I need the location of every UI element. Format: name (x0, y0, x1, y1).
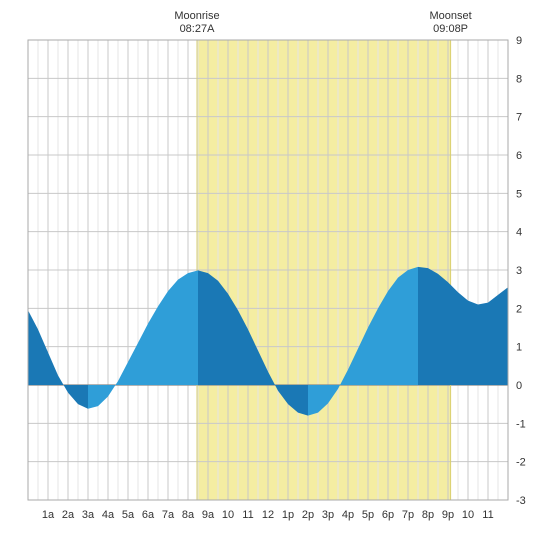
moonset-label: Moonset 09:08P (421, 10, 481, 36)
y-tick-label: 2 (516, 303, 522, 315)
x-tick-label: 3p (322, 509, 334, 521)
y-tick-label: 5 (516, 188, 522, 200)
y-tick-label: -3 (516, 495, 526, 507)
x-tick-label: 4p (342, 509, 354, 521)
moonrise-title: Moonrise (167, 10, 227, 23)
top-labels: Moonrise 08:27A Moonset 09:08P (10, 10, 540, 38)
x-tick-label: 6p (382, 509, 394, 521)
x-tick-label: 9a (202, 509, 215, 521)
x-tick-label: 11 (242, 509, 253, 521)
moonset-time: 09:08P (421, 23, 481, 36)
y-tick-label: 8 (516, 73, 522, 85)
x-tick-label: 5a (122, 509, 135, 521)
x-tick-label: 6a (142, 509, 155, 521)
x-tick-label: 10 (222, 509, 234, 521)
x-tick-label: 7p (402, 509, 414, 521)
moonrise-time: 08:27A (167, 23, 227, 36)
y-tick-label: 7 (516, 112, 522, 124)
x-tick-label: 8p (422, 509, 434, 521)
x-tick-label: 1a (42, 509, 55, 521)
tide-chart: Moonrise 08:27A Moonset 09:08P -3-2-1012… (10, 10, 540, 540)
y-tick-label: -1 (516, 418, 526, 430)
x-tick-label: 1p (282, 509, 294, 521)
x-tick-label: 9p (442, 509, 454, 521)
x-tick-label: 8a (182, 509, 195, 521)
x-tick-label: 12 (262, 509, 274, 521)
x-tick-label: 11 (482, 509, 493, 521)
moonrise-label: Moonrise 08:27A (167, 10, 227, 36)
y-tick-label: 1 (516, 342, 522, 354)
moonset-title: Moonset (421, 10, 481, 23)
x-tick-label: 10 (462, 509, 474, 521)
y-tick-label: 4 (516, 227, 522, 239)
y-tick-label: -2 (516, 457, 526, 469)
x-tick-label: 3a (82, 509, 95, 521)
y-tick-label: 6 (516, 150, 522, 162)
x-tick-label: 2p (302, 509, 314, 521)
y-tick-label: 3 (516, 265, 522, 277)
x-tick-label: 7a (162, 509, 175, 521)
x-tick-label: 5p (362, 509, 374, 521)
chart-svg: -3-2-101234567891a2a3a4a5a6a7a8a9a101112… (10, 10, 540, 540)
x-tick-label: 4a (102, 509, 115, 521)
y-tick-label: 0 (516, 380, 522, 392)
x-tick-label: 2a (62, 509, 75, 521)
